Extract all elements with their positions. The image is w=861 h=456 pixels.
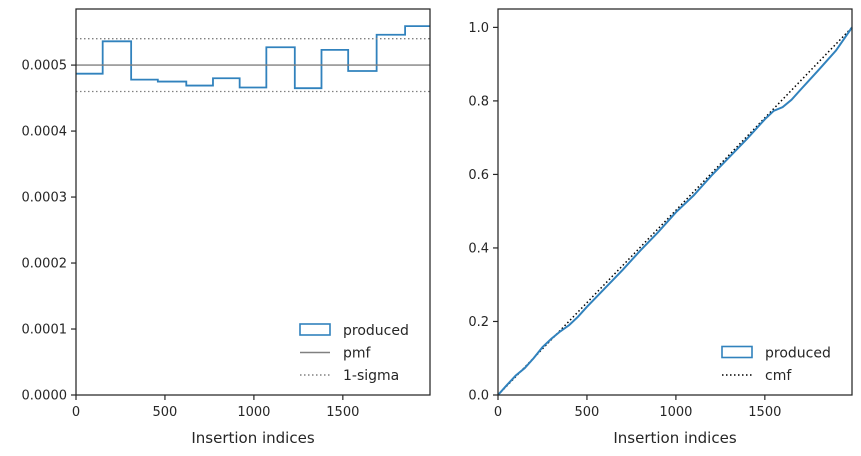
x-tick-label: 1500 bbox=[748, 405, 781, 420]
x-tick-label: 500 bbox=[153, 405, 178, 420]
legend-label: cmf bbox=[765, 368, 792, 384]
legend: produced pmf 1-sigma bbox=[299, 323, 409, 384]
produced-line bbox=[497, 26, 853, 396]
legend-label: 1-sigma bbox=[343, 368, 399, 384]
x-tick-label: 500 bbox=[575, 405, 600, 420]
legend: produced cmf bbox=[721, 345, 831, 384]
legend-label: produced bbox=[343, 323, 409, 339]
produced-step-line bbox=[76, 25, 430, 90]
legend-label: pmf bbox=[343, 346, 372, 362]
y-tick-label: 0.8 bbox=[468, 94, 489, 109]
legend-swatch-patch bbox=[721, 345, 753, 359]
plot-frame bbox=[497, 8, 853, 396]
y-tick-label: 0.2 bbox=[468, 315, 489, 330]
y-tick-label: 0.0003 bbox=[22, 191, 68, 206]
x-tick-label: 1500 bbox=[326, 405, 359, 420]
y-tick-label: 0.0001 bbox=[22, 323, 68, 338]
x-tick-label: 1000 bbox=[659, 405, 692, 420]
x-axis-title: Insertion indices bbox=[613, 429, 736, 447]
y-tick-label: 0.0004 bbox=[22, 125, 68, 140]
x-axis-title: Insertion indices bbox=[191, 429, 314, 447]
chart-panel-2: 0 500 1000 1500 0.0 0.2 0.4 0.6 0.8 1.0 Insertion … bbox=[468, 8, 853, 447]
y-tick-label: 0.0005 bbox=[22, 59, 68, 74]
y-tick-label: 0.4 bbox=[468, 241, 489, 256]
legend-label: produced bbox=[765, 346, 831, 362]
chart-panel-1: 0 500 1000 1500 0.0000 0.0001 0.0002 0.0003 0.00… bbox=[22, 8, 431, 447]
x-tick-label: 0 bbox=[494, 405, 502, 420]
y-tick-label: 0.6 bbox=[468, 168, 489, 183]
y-tick-label: 0.0 bbox=[468, 389, 489, 404]
y-tick-label: 0.0000 bbox=[22, 389, 68, 404]
x-tick-label: 1000 bbox=[237, 405, 270, 420]
y-tick-label: 1.0 bbox=[468, 21, 489, 36]
x-tick-label: 0 bbox=[72, 405, 80, 420]
y-tick-label: 0.0002 bbox=[22, 257, 68, 272]
plot-frame bbox=[75, 8, 431, 396]
legend-swatch-patch bbox=[299, 323, 331, 336]
